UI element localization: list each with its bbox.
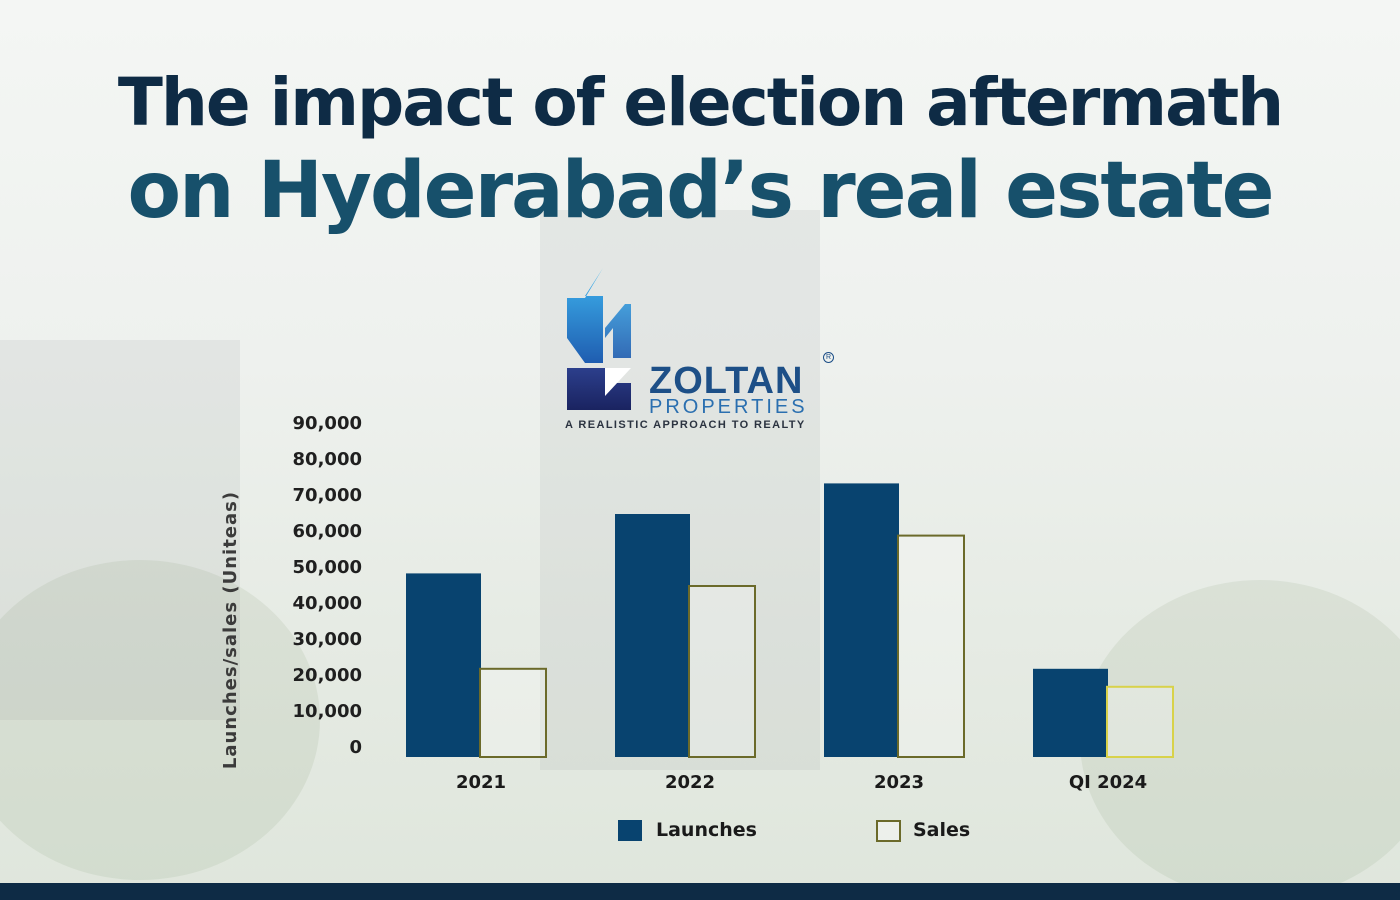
- y-tick-label: 60,000: [293, 521, 362, 542]
- launches-bar: [406, 573, 481, 757]
- launches-bar: [1033, 668, 1108, 757]
- bars: [406, 483, 1174, 758]
- x-category-label: 2021: [456, 772, 506, 793]
- launches-bar: [615, 514, 690, 757]
- logo-subtitle: PROPERTIES: [649, 396, 808, 418]
- logo-name: ZOLTAN: [649, 360, 804, 402]
- x-category-label: QI 2024: [1069, 772, 1147, 793]
- x-axis-categories: 2021 2022 2023 QI 2024: [456, 772, 1147, 793]
- y-axis-label: Launches/sales (Uniteas): [220, 491, 241, 769]
- x-category-label: 2022: [665, 772, 715, 793]
- y-tick-label: 0: [349, 737, 362, 758]
- legend-swatch-sales: [876, 820, 901, 842]
- background-building-left: [0, 340, 240, 720]
- registered-mark: R: [823, 352, 834, 363]
- y-tick-label: 40,000: [293, 593, 362, 614]
- y-tick-label: 30,000: [293, 629, 362, 650]
- legend-label-launches: Launches: [656, 819, 757, 841]
- y-tick-label: 50,000: [293, 557, 362, 578]
- legend-swatch-launches: [618, 820, 642, 841]
- background-tree: [1080, 580, 1400, 900]
- zoltan-logo: ZOLTAN R PROPERTIES A REALISTIC APPROACH…: [565, 268, 845, 438]
- launches-bar: [824, 483, 899, 757]
- sales-bar: [688, 585, 756, 758]
- y-tick-label: 10,000: [293, 701, 362, 722]
- x-category-label: 2023: [874, 772, 924, 793]
- y-axis-ticks: 0 10,000 20,000 30,000 40,000 50,000 60,000 70,…: [293, 413, 362, 758]
- y-tick-label: 70,000: [293, 485, 362, 506]
- background-tree: [0, 560, 320, 880]
- logo-tagline: A REALISTIC APPROACH TO REALTY: [565, 419, 806, 431]
- footer-bar: [0, 883, 1400, 900]
- y-tick-label: 80,000: [293, 449, 362, 470]
- sales-bar: [1106, 685, 1174, 758]
- page-title-line-2: on Hyderabad’s real estate: [127, 146, 1274, 236]
- legend: Launches Sales: [618, 819, 970, 842]
- y-tick-label: 20,000: [293, 665, 362, 686]
- y-tick-label: 90,000: [293, 413, 362, 434]
- sales-bar: [479, 667, 547, 758]
- logo-mark-icon: [567, 268, 631, 410]
- legend-label-sales: Sales: [913, 819, 970, 841]
- sales-bar: [897, 534, 965, 758]
- page-title-line-1: The impact of election aftermath: [117, 64, 1284, 141]
